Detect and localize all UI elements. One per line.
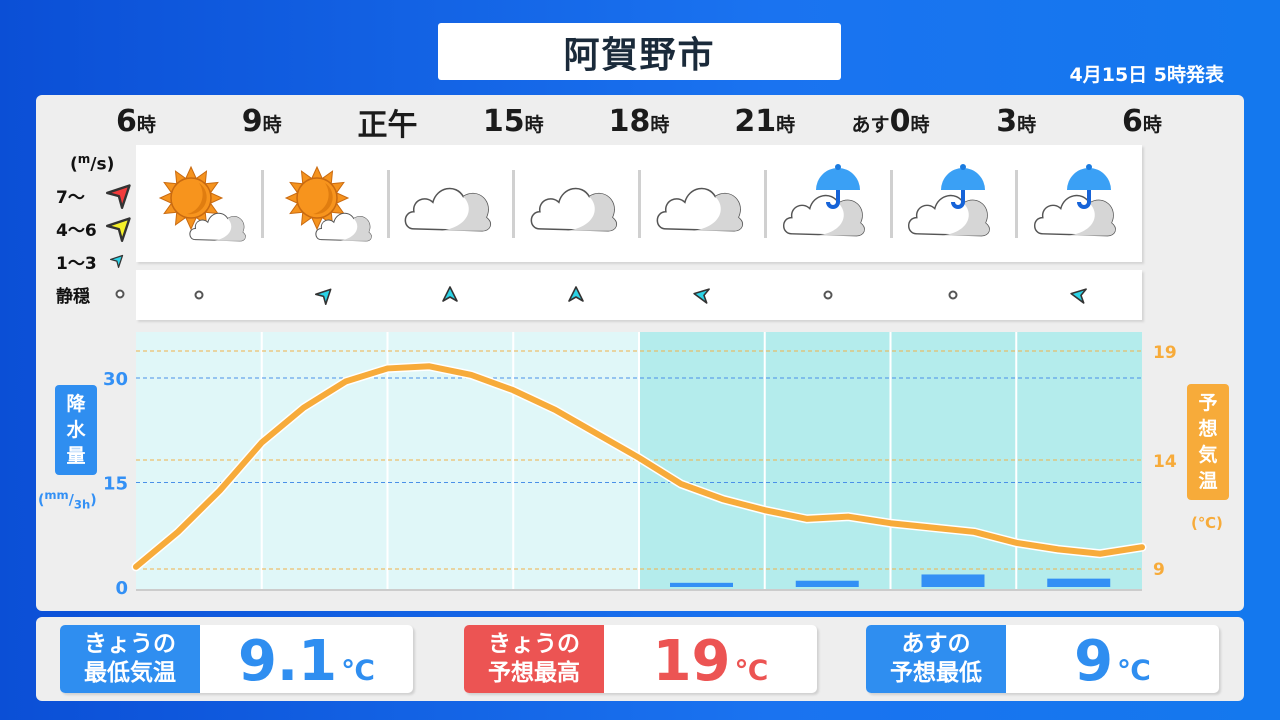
summary-card: あすの予想最低 9 ℃ [866, 625, 1219, 693]
card-label-line2: 予想最低 [890, 660, 982, 686]
sunny-then-cloudy-icon [262, 145, 388, 262]
precip-bar [921, 574, 985, 587]
wind-legend-item: 4〜6 [56, 216, 132, 242]
time-label: あす0時 [851, 104, 930, 139]
precip-tick-label: 30 [103, 369, 128, 390]
temp-tick-label: 19 [1153, 343, 1177, 363]
sunny-then-cloudy-icon [136, 145, 262, 262]
cloudy-with-rain-icon [765, 145, 891, 262]
time-label: 3時 [996, 104, 1037, 139]
time-label: 9時 [241, 104, 282, 139]
wind-legend-label: 静穏 [56, 287, 90, 307]
divider [386, 170, 390, 238]
card-value: 19 ℃ [604, 625, 817, 693]
wind-arrow-icon [114, 285, 126, 305]
card-label-line1: あすの [901, 631, 971, 657]
unit: ℃ [734, 654, 769, 687]
cloudy-with-rain-icon [891, 145, 1017, 262]
card-value: 9 ℃ [1006, 625, 1219, 693]
temp-axis-label-text: 予想気温 [1198, 392, 1218, 492]
summary-card: きょうの最低気温 9.1 ℃ [60, 625, 413, 693]
precip-axis-label: 降水量 [55, 385, 97, 475]
calm-icon [891, 270, 1017, 320]
time-label: 6時 [116, 104, 156, 139]
precip-unit: (mm/3h) [38, 488, 97, 512]
time-label: 正午 [357, 108, 418, 143]
wind-arrow-icon [639, 270, 765, 320]
precip-bar [670, 582, 733, 587]
calm-icon [136, 270, 262, 320]
divider [260, 170, 264, 238]
cloudy-icon [513, 145, 639, 262]
temperature-value: 19 [652, 629, 731, 693]
issued-time: 4月15日 5時発表 [1069, 64, 1225, 86]
wind-legend-item: 1〜3 [56, 249, 132, 274]
wind-row [136, 270, 1142, 320]
unit: ℃ [341, 654, 376, 687]
wind-arrow-icon [106, 179, 136, 214]
divider [512, 170, 516, 238]
wind-legend-item: 7〜 [56, 183, 132, 209]
wind-unit: (m/s) [70, 152, 115, 175]
temp-tick-label: 14 [1153, 452, 1177, 472]
precip-tick-label: 15 [103, 474, 128, 495]
temperature-value: 9 [1074, 629, 1114, 693]
time-axis: 6時 9時 正午 15時 18時 21時 あす0時 3時 6時 [0, 100, 1280, 143]
wind-arrow-icon [1016, 270, 1142, 320]
precip-bar [1047, 578, 1111, 587]
precip-tick-label: 0 [115, 578, 128, 599]
wind-legend-label: 7〜 [56, 188, 85, 208]
wind-arrow-icon [106, 212, 136, 247]
summary-card: きょうの予想最高 19 ℃ [464, 625, 817, 693]
divider [763, 170, 767, 238]
card-label-line1: きょうの [488, 631, 580, 657]
card-label: あすの 予想最低 [866, 625, 1006, 693]
time-label: 18時 [608, 104, 670, 139]
precip-axis-label-text: 降水量 [66, 393, 86, 467]
wind-legend-label: 4〜6 [56, 221, 97, 241]
time-label: 15時 [482, 104, 544, 139]
divider [1015, 170, 1019, 238]
temperature-value: 9.1 [237, 629, 338, 693]
wind-legend-label: 1〜3 [56, 254, 97, 274]
cloudy-with-rain-icon [1016, 145, 1142, 262]
calm-icon [765, 270, 891, 320]
column-bg [764, 332, 891, 589]
unit: ℃ [1117, 654, 1151, 687]
time-label: 21時 [734, 104, 796, 139]
column-bg [890, 332, 1017, 589]
column-bg [513, 332, 639, 589]
card-value: 9.1 ℃ [200, 625, 413, 693]
cloudy-icon [388, 145, 514, 262]
temp-axis-label: 予想気温 [1187, 384, 1229, 500]
wind-arrow-icon [388, 270, 514, 320]
cloudy-icon [639, 145, 765, 262]
card-label-line1: きょうの [84, 631, 176, 657]
wind-legend-item: 静穏 [56, 282, 132, 307]
wind-arrow-icon [262, 270, 388, 320]
divider [889, 170, 893, 238]
temp-tick-label: 9 [1153, 560, 1165, 580]
wind-arrow-icon [513, 270, 639, 320]
time-label: 6時 [1122, 104, 1162, 139]
divider [638, 170, 641, 238]
precip-bar [795, 580, 859, 587]
location-title: 阿賀野市 [438, 23, 841, 80]
temp-unit: (℃) [1191, 514, 1223, 532]
card-label: きょうの 予想最高 [464, 625, 604, 693]
card-label: きょうの 最低気温 [60, 625, 200, 693]
column-bg [639, 332, 765, 589]
card-label-line2: 予想最高 [488, 660, 580, 686]
weather-icon-row [136, 145, 1142, 262]
wind-arrow-icon [110, 252, 126, 273]
temp-line [133, 363, 1145, 570]
card-label-line2: 最低気温 [84, 660, 176, 686]
